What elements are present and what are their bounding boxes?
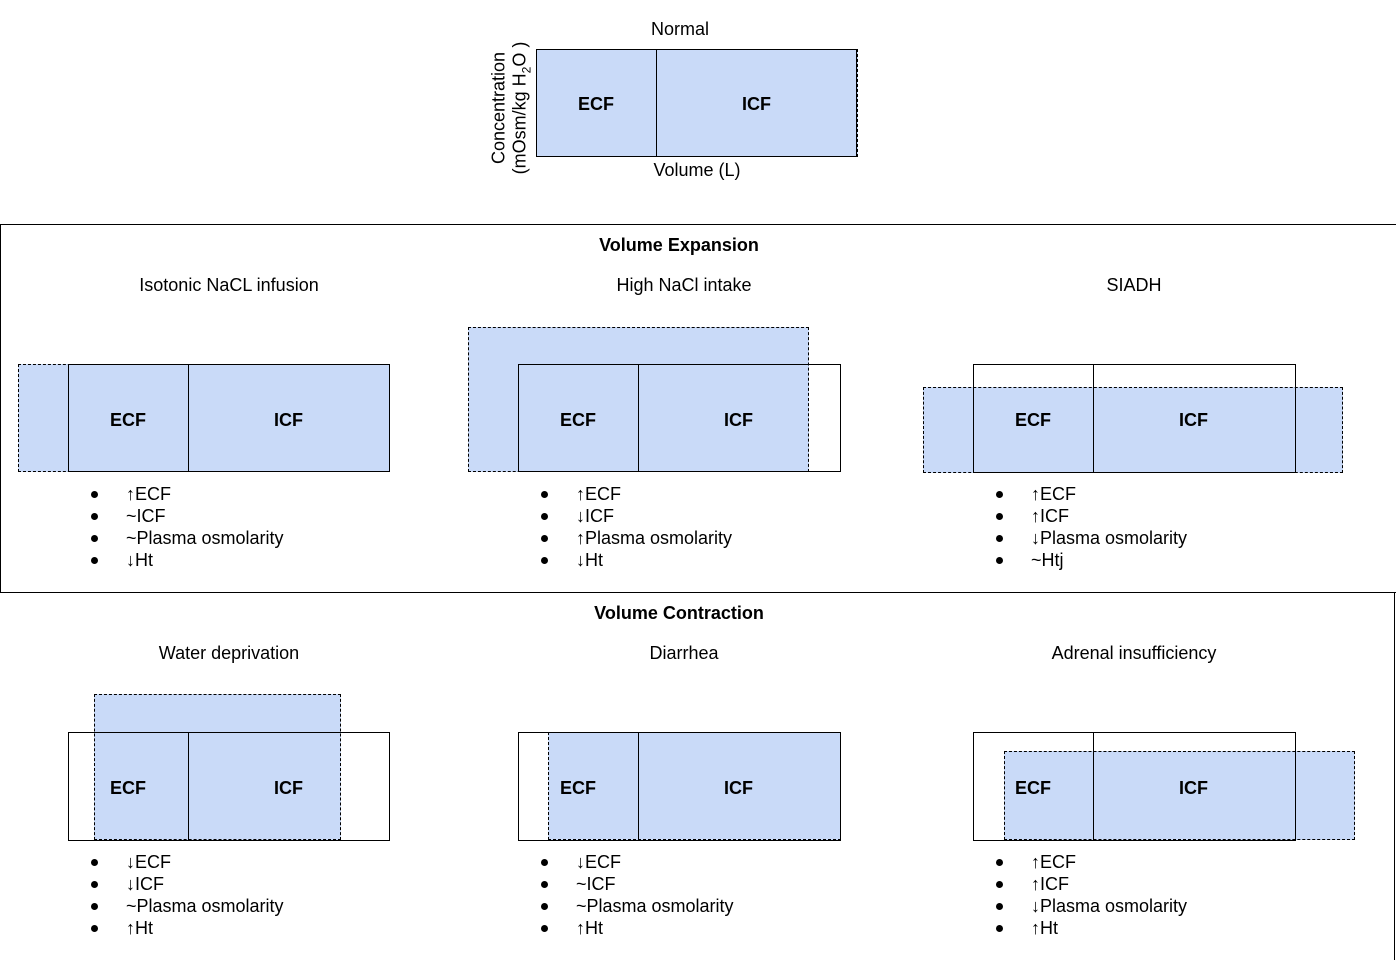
effect-item: ↓ECF — [89, 851, 284, 873]
effect-item: ↑ECF — [89, 483, 284, 505]
compartment-divider — [638, 364, 639, 472]
normal-icf-label: ICF — [742, 94, 771, 114]
y-axis-label: Concentration (mOsm/kg H2O ) — [489, 42, 538, 175]
effect-item: ~ICF — [89, 505, 284, 527]
x-axis-label: Volume (L) — [653, 160, 741, 180]
effects-list: ↓ECF ↓ICF ~Plasma osmolarity ↑Ht — [89, 851, 284, 939]
normal-outline — [68, 364, 390, 472]
icf-label: ICF — [724, 778, 753, 798]
case-title: SIADH — [1106, 275, 1162, 295]
effect-item: ~Plasma osmolarity — [539, 895, 734, 917]
normal-compartments — [536, 49, 857, 157]
effect-item: ↓ICF — [89, 873, 284, 895]
effects-list: ↑ECF ↓ICF ↑Plasma osmolarity ↓Ht — [539, 483, 732, 571]
normal-outline — [973, 364, 1296, 473]
effect-item: ↓ICF — [539, 505, 732, 527]
effects-list: ↑ECF ~ICF ~Plasma osmolarity ↓Ht — [89, 483, 284, 571]
normal-outline — [518, 732, 841, 841]
volume-contraction-title: Volume Contraction — [594, 603, 764, 623]
icf-label: ICF — [724, 410, 753, 430]
effect-item: ~ICF — [539, 873, 734, 895]
compartment-divider — [1093, 364, 1094, 473]
effects-list: ↑ECF ↑ICF ↓Plasma osmolarity ~Htj — [994, 483, 1187, 571]
compartment-divider — [188, 364, 189, 472]
icf-label: ICF — [1179, 778, 1208, 798]
ecf-label: ECF — [1015, 410, 1051, 430]
volume-contraction-section — [0, 592, 1395, 960]
effect-item: ↓Plasma osmolarity — [994, 527, 1187, 549]
case-title: High NaCl intake — [616, 275, 752, 295]
effect-item: ↑ECF — [994, 483, 1187, 505]
compartment-divider — [188, 732, 189, 841]
effects-list: ↑ECF ↑ICF ↓Plasma osmolarity ↑Ht — [994, 851, 1187, 939]
case-title: Water deprivation — [158, 643, 300, 663]
compartment-divider — [638, 732, 639, 841]
effects-list: ↓ECF ~ICF ~Plasma osmolarity ↑Ht — [539, 851, 734, 939]
effect-item: ~Plasma osmolarity — [89, 527, 284, 549]
icf-label: ICF — [274, 410, 303, 430]
icf-label: ICF — [274, 778, 303, 798]
case-title: Diarrhea — [649, 643, 719, 663]
normal-outline — [973, 732, 1296, 841]
fluid-fill — [94, 694, 341, 840]
normal-fluid-fill — [536, 49, 858, 157]
effect-item: ↑Ht — [89, 917, 284, 939]
case-title: Isotonic NaCL infusion — [139, 275, 319, 295]
ecf-label: ECF — [110, 410, 146, 430]
effect-item: ↑ICF — [994, 505, 1187, 527]
case-title: Adrenal insufficiency — [1051, 643, 1217, 663]
fluid-fill — [548, 732, 841, 840]
ecf-label: ECF — [560, 410, 596, 430]
fluid-fill — [18, 364, 390, 472]
y-axis-label-line1: Concentration — [488, 51, 509, 165]
fluid-fill — [923, 387, 1343, 473]
normal-outline — [518, 364, 841, 472]
normal-outline — [68, 732, 390, 841]
effect-item: ↑Plasma osmolarity — [539, 527, 732, 549]
effect-item: ↑ECF — [539, 483, 732, 505]
effect-item: ↓Plasma osmolarity — [994, 895, 1187, 917]
normal-divider — [656, 49, 657, 157]
effect-item: ↑Ht — [539, 917, 734, 939]
ecf-label: ECF — [110, 778, 146, 798]
y-axis-label-line2: (mOsm/kg H2O ) — [509, 41, 534, 175]
effect-item: ~Htj — [994, 549, 1187, 571]
effect-item: ↑ECF — [994, 851, 1187, 873]
compartment-divider — [1093, 732, 1094, 841]
ecf-label: ECF — [560, 778, 596, 798]
normal-title: Normal — [650, 19, 709, 39]
effect-item: ↑ICF — [994, 873, 1187, 895]
volume-expansion-title: Volume Expansion — [599, 235, 759, 255]
effect-item: ↓ECF — [539, 851, 734, 873]
normal-ecf-label: ECF — [578, 94, 614, 114]
effect-item: ↑Ht — [994, 917, 1187, 939]
ecf-label: ECF — [1015, 778, 1051, 798]
icf-label: ICF — [1179, 410, 1208, 430]
effect-item: ↓Ht — [539, 549, 732, 571]
effect-item: ↓Ht — [89, 549, 284, 571]
fluid-fill — [1004, 751, 1355, 840]
effect-item: ~Plasma osmolarity — [89, 895, 284, 917]
